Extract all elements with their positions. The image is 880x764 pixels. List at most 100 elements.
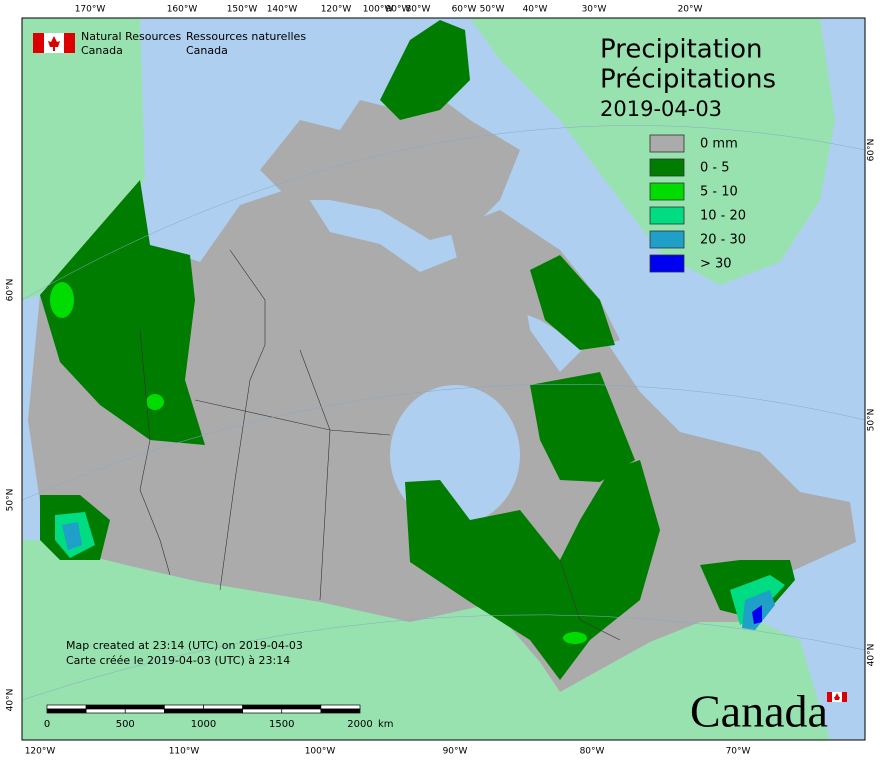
precip-spot: [563, 632, 587, 644]
legend-label: 0 mm: [700, 137, 738, 152]
scale-segment: [46, 708, 87, 714]
scale-segment: [203, 708, 243, 714]
org-name: Canada: [186, 44, 228, 57]
legend: 0 mm 0 - 5 5 - 10 10 - 20 20 - 30 > 30: [649, 134, 746, 273]
map-frame: [21, 17, 866, 741]
precip-west: [40, 180, 205, 445]
maple-leaf: [834, 693, 840, 700]
legend-swatch: [649, 254, 685, 273]
graticule-label: 80°W: [406, 5, 431, 15]
graticule-label: 50°N: [6, 489, 16, 512]
graticule-label: 60°W: [452, 5, 477, 15]
graticule-label: 60°N: [6, 279, 16, 302]
precip-baffin: [530, 255, 615, 350]
border: [139, 329, 171, 576]
legend-swatch: [649, 158, 685, 177]
legend-label: 0 - 5: [700, 161, 730, 176]
credit: Carte créée le 2019-04-03 (UTC) à 23:14: [66, 654, 290, 667]
graticule-label: 60°N: [867, 139, 877, 162]
scale-label: 2000: [347, 719, 372, 730]
legend-label: 5 - 10: [700, 185, 738, 200]
canada-wordmark: Canada: [690, 686, 847, 737]
precip-north: [380, 20, 470, 120]
graticule-label: 40°N: [6, 689, 16, 712]
precip-east: [405, 460, 660, 680]
flag-bar: [827, 692, 832, 702]
scale-label: 500: [116, 719, 135, 730]
graticule-label: 150°W: [227, 5, 258, 15]
scale-segment: [242, 708, 283, 714]
graticule-label: 80°W: [580, 747, 605, 757]
scale-label: 1000: [191, 719, 216, 730]
scale-segment: [320, 704, 361, 710]
province-borders: [139, 249, 621, 641]
graticule-label: 120°W: [25, 747, 56, 757]
scale-segment: [124, 704, 165, 710]
scale-segment: [124, 708, 165, 714]
graticule-label: 20°W: [678, 5, 703, 15]
flag-bar: [33, 33, 44, 53]
graticule-label: 90°W: [386, 5, 411, 15]
title: Précipitations: [600, 65, 776, 95]
scale-segment: [85, 704, 126, 710]
legend-label: 20 - 30: [700, 233, 746, 248]
arctic-islands: [260, 90, 520, 240]
graticule-label: 170°W: [75, 5, 106, 15]
border: [219, 249, 266, 591]
title: Precipitation: [600, 35, 763, 65]
nrcan-signature: Natural Resources Canada Ressources natu…: [33, 30, 306, 57]
scale-segment: [281, 708, 322, 714]
graticule-line: [21, 125, 866, 301]
precip-maritimes-max: [752, 605, 762, 624]
scale-segment: [320, 708, 361, 714]
graticule-label: 40°N: [867, 644, 877, 667]
graticule-label: 100°W: [363, 5, 394, 15]
graticule-label: 50°N: [867, 409, 877, 432]
org-name: Canada: [81, 44, 123, 57]
wordmark: Canada: [690, 686, 828, 737]
date: 2019-04-03: [600, 97, 722, 121]
scale-label: 0: [44, 719, 50, 730]
legend-swatch: [649, 230, 685, 249]
graticule-label: 100°W: [305, 747, 336, 757]
legend-swatch: [649, 134, 685, 153]
graticule-label: 110°W: [169, 747, 200, 757]
scale-bar: 0 500 1000 1500 2000 km: [44, 704, 394, 730]
precip-bc-high: [62, 522, 82, 550]
scale-segment: [164, 704, 204, 710]
flag-bar: [842, 692, 847, 702]
graticule-line: [21, 384, 866, 501]
graticule-line: [21, 614, 866, 701]
border: [194, 399, 391, 436]
graticule-label: 90°W: [443, 747, 468, 757]
flag-bar: [64, 33, 75, 53]
graticule-label: 120°W: [321, 5, 352, 15]
scale-segment: [242, 704, 283, 710]
graticule-label: 30°W: [582, 5, 607, 15]
legend-swatch: [649, 182, 685, 201]
precip-spot: [50, 282, 74, 318]
graticule: [21, 125, 866, 701]
maple-leaf: [48, 36, 60, 51]
graticule-label: 40°W: [523, 5, 548, 15]
credit: Map created at 23:14 (UTC) on 2019-04-03: [66, 639, 303, 652]
scale-segment: [85, 708, 126, 714]
graticule-label: 140°W: [267, 5, 298, 15]
graticule-label: 160°W: [167, 5, 198, 15]
graticule-labels: 170°W 160°W 150°W 140°W 120°W 100°W90°W80°W 60…: [6, 5, 877, 757]
border: [559, 559, 621, 641]
org-name: Ressources naturelles: [186, 30, 306, 43]
graticule-label: 70°W: [726, 747, 751, 757]
scale-unit: km: [378, 719, 394, 730]
map-area: [21, 17, 866, 741]
precip-spot: [146, 394, 164, 410]
org-name: Natural Resources: [81, 30, 182, 43]
scale-segment: [164, 708, 204, 714]
scale-segment: [203, 704, 243, 710]
alaska: [22, 18, 145, 300]
scale-segment: [281, 704, 322, 710]
united-states: [22, 540, 830, 740]
scale-label: 1500: [269, 719, 294, 730]
